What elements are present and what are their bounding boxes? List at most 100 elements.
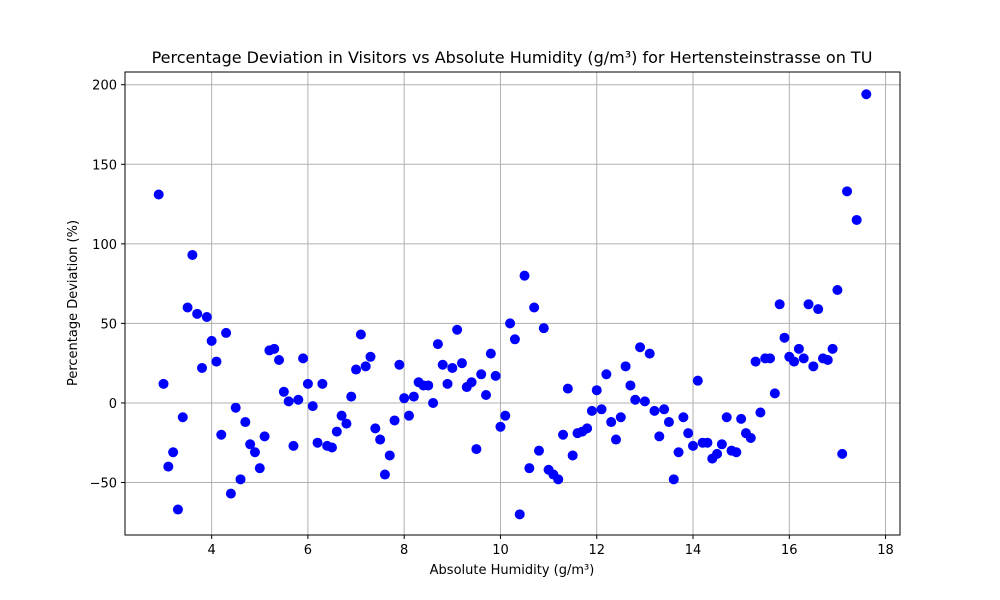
data-point (509, 334, 520, 345)
y-tick-label: 200 (92, 79, 117, 94)
data-point (500, 410, 511, 421)
y-tick-label: 50 (100, 317, 117, 332)
data-point (774, 299, 785, 310)
data-point (659, 404, 670, 415)
data-point (447, 362, 458, 373)
data-point (298, 353, 309, 364)
data-point (370, 423, 381, 434)
data-point (249, 447, 260, 458)
data-point (389, 415, 400, 426)
data-point (317, 378, 328, 389)
data-point (596, 404, 607, 415)
data-point (630, 394, 641, 405)
data-point (302, 378, 313, 389)
x-axis-label: Absolute Humidity (g/m³) (430, 563, 595, 578)
y-tick-label: 0 (109, 397, 117, 412)
data-point (283, 396, 294, 407)
data-point (620, 361, 631, 372)
data-point (798, 353, 809, 364)
data-point (822, 354, 833, 365)
y-tick-label: 150 (92, 158, 117, 173)
data-point (639, 396, 650, 407)
data-point (346, 391, 357, 402)
data-point (206, 335, 217, 346)
data-point (216, 429, 227, 440)
data-point (625, 380, 636, 391)
data-point (245, 439, 256, 450)
data-point (683, 428, 694, 439)
data-point (851, 214, 862, 225)
data-point (558, 429, 569, 440)
data-point (288, 440, 299, 451)
data-point (673, 447, 684, 458)
data-point (562, 383, 573, 394)
data-point (336, 410, 347, 421)
data-point (736, 413, 747, 424)
data-point (755, 407, 766, 418)
x-tick-label: 10 (492, 543, 509, 558)
data-point (813, 304, 824, 315)
data-point (235, 474, 246, 485)
data-point (341, 418, 352, 429)
data-point (490, 370, 501, 381)
plot-frame (124, 71, 901, 536)
data-point (769, 388, 780, 399)
x-axis-ticks: 4 6 8 10 12 14 16 18 (208, 535, 894, 558)
data-point (456, 358, 467, 369)
x-tick-label: 16 (781, 543, 798, 558)
data-point (553, 474, 564, 485)
data-point (635, 342, 646, 353)
data-point (538, 323, 549, 334)
data-point (360, 361, 371, 372)
data-point (192, 308, 203, 319)
data-point (837, 448, 848, 459)
data-point (827, 343, 838, 354)
data-point (471, 444, 482, 455)
data-point (649, 405, 660, 416)
data-point (168, 447, 179, 458)
data-point (197, 362, 208, 373)
data-point (779, 332, 790, 343)
data-point (278, 386, 289, 397)
data-point (384, 450, 395, 461)
x-tick-label: 4 (208, 543, 216, 558)
data-point (355, 329, 366, 340)
data-point (514, 509, 525, 520)
x-tick-label: 14 (685, 543, 702, 558)
data-point (519, 270, 530, 281)
data-point (610, 434, 621, 445)
data-point (221, 327, 232, 338)
data-point (481, 389, 492, 400)
y-axis-label: Percentage Deviation (%) (66, 220, 81, 386)
data-point (394, 359, 405, 370)
data-point (201, 312, 212, 323)
data-point (861, 89, 872, 100)
data-point (432, 339, 443, 350)
data-point (567, 450, 578, 461)
data-point (485, 348, 496, 359)
data-point (379, 469, 390, 480)
x-tick-label: 8 (400, 543, 408, 558)
data-point (644, 348, 655, 359)
data-point (452, 324, 463, 335)
data-point (712, 448, 723, 459)
data-point (663, 417, 674, 428)
data-point (842, 186, 853, 197)
data-point (182, 302, 193, 313)
data-point (606, 417, 617, 428)
data-point (423, 380, 434, 391)
data-point (702, 437, 713, 448)
data-point (495, 421, 506, 432)
data-point (586, 405, 597, 416)
data-point (274, 354, 285, 365)
data-point (505, 318, 516, 329)
data-point (408, 391, 419, 402)
data-point (428, 397, 439, 408)
data-point (153, 189, 164, 200)
data-point (750, 356, 761, 367)
data-point (793, 343, 804, 354)
data-point (163, 461, 174, 472)
data-point (375, 434, 386, 445)
data-point (721, 412, 732, 423)
data-point (466, 377, 477, 388)
